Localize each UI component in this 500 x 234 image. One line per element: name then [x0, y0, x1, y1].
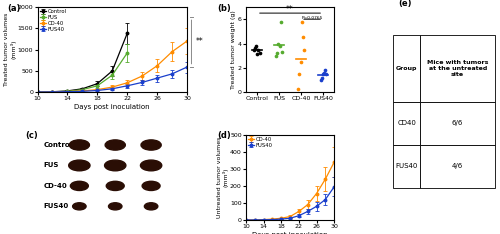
- Y-axis label: Treated tumor volumes
(mm³): Treated tumor volumes (mm³): [4, 13, 16, 86]
- Point: [256, 51, 264, 55]
- Legend: Control, FUS, CD-40, FUS40: Control, FUS, CD-40, FUS40: [38, 8, 68, 33]
- Point: [274, 42, 282, 45]
- Text: (c): (c): [26, 131, 38, 140]
- Point: [296, 72, 304, 76]
- X-axis label: Days post inoculation: Days post inoculation: [74, 104, 150, 110]
- Ellipse shape: [68, 160, 90, 171]
- Point: [300, 48, 308, 51]
- Point: [294, 87, 302, 90]
- Point: [322, 72, 330, 76]
- Ellipse shape: [70, 140, 89, 150]
- Ellipse shape: [141, 140, 161, 150]
- Point: [278, 50, 285, 54]
- Point: [296, 60, 304, 64]
- Point: [252, 44, 260, 48]
- Y-axis label: Untreated tumor volumes
(mm³): Untreated tumor volumes (mm³): [216, 137, 228, 218]
- Ellipse shape: [72, 203, 86, 210]
- Ellipse shape: [106, 181, 124, 190]
- Text: FUS40: FUS40: [44, 203, 68, 209]
- Point: [274, 51, 281, 55]
- Legend: CD-40, FUS40: CD-40, FUS40: [247, 136, 274, 149]
- Text: FUS: FUS: [44, 162, 59, 168]
- Text: (a): (a): [8, 4, 21, 13]
- Text: (d): (d): [218, 131, 232, 140]
- Text: CD-40: CD-40: [44, 183, 67, 189]
- Point: [318, 76, 326, 80]
- Ellipse shape: [70, 181, 88, 190]
- Point: [276, 20, 284, 23]
- Text: **: **: [196, 37, 203, 46]
- Point: [320, 68, 328, 72]
- Y-axis label: Treated tumor weight (g): Treated tumor weight (g): [232, 10, 236, 89]
- Ellipse shape: [105, 140, 126, 150]
- Ellipse shape: [104, 160, 126, 171]
- X-axis label: Days post inoculation: Days post inoculation: [252, 232, 328, 234]
- Text: **: **: [286, 5, 294, 14]
- Point: [252, 47, 260, 50]
- Text: Control: Control: [44, 142, 72, 148]
- Point: [316, 78, 324, 82]
- Ellipse shape: [108, 203, 122, 210]
- Point: [318, 72, 326, 76]
- Point: [276, 44, 283, 48]
- Text: (b): (b): [218, 4, 232, 13]
- Point: [298, 36, 306, 39]
- Point: [272, 54, 280, 58]
- Point: [254, 53, 262, 56]
- Text: P=0.0765: P=0.0765: [302, 16, 323, 20]
- Ellipse shape: [142, 181, 160, 190]
- Point: [298, 20, 306, 23]
- Text: (e): (e): [398, 0, 411, 7]
- Ellipse shape: [144, 203, 158, 210]
- Point: [250, 48, 258, 51]
- Point: [254, 48, 262, 52]
- Ellipse shape: [140, 160, 162, 171]
- Point: [320, 71, 328, 75]
